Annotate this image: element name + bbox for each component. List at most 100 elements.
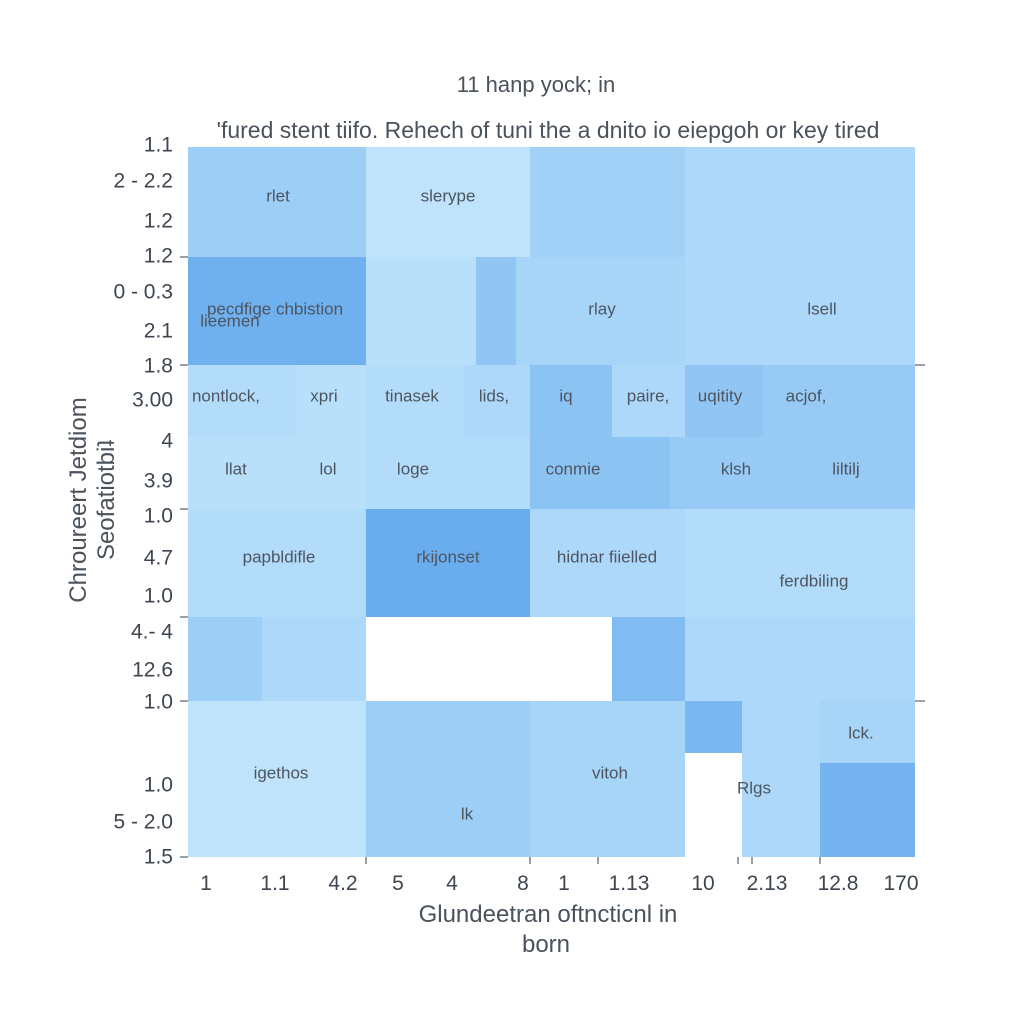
cell-label: liltilj	[832, 459, 859, 478]
x-axis-title: Glundeetran oftncticnl in	[419, 901, 678, 928]
x-tick-label: 2.13	[747, 872, 788, 895]
cell-label: papbldifle	[243, 547, 316, 566]
y-tick-label: 4.- 4	[131, 621, 173, 644]
cell-label: paire,	[627, 386, 670, 405]
heatmap-cell	[670, 437, 770, 509]
cell-label: lsell	[807, 299, 836, 318]
heatmap-cells	[188, 147, 915, 857]
heatmap-cell	[516, 257, 685, 365]
heatmap-cell	[464, 365, 530, 437]
cell-label: rlet	[266, 186, 290, 205]
cell-label: slerype	[421, 186, 476, 205]
x-tick-label: 1.1	[260, 872, 289, 895]
heatmap-cell	[188, 437, 280, 509]
heatmap-cell	[188, 365, 296, 437]
heatmap-cell	[280, 437, 366, 509]
cell-label: ferdbiling	[780, 571, 849, 590]
x-tick-label: 8	[517, 872, 529, 895]
heatmap-cell	[188, 257, 366, 365]
y-tick-label: 1.0	[144, 691, 173, 714]
heatmap-cell	[262, 617, 366, 701]
y-tick-label: 1.0	[144, 774, 173, 797]
y-tick-label: 2 - 2.2	[113, 170, 173, 193]
y-tick-label: 3.9	[144, 470, 173, 493]
y-tick-label: 1.2	[144, 210, 173, 233]
heatmap-cell	[820, 701, 915, 763]
cell-label: vitoh	[592, 763, 628, 782]
y-tick-label: 1.0	[144, 585, 173, 608]
heatmap-cell	[685, 617, 915, 701]
y-tick-label: 0 - 0.3	[113, 281, 173, 304]
y-tick-label: 1.5	[144, 846, 173, 869]
cell-label: lck.	[848, 723, 874, 742]
heatmap-cell	[742, 701, 820, 857]
heatmap-cell	[685, 701, 742, 753]
chart-title: 11 hanp yock; in	[457, 72, 616, 97]
heatmap-cell	[763, 365, 915, 437]
heatmap-cell	[612, 617, 685, 701]
heatmap-cell	[366, 147, 530, 257]
heatmap-cell	[188, 147, 366, 257]
x-tick-labels: 1 1.1 4.2 5 4 8 1 1.13 10 2.13 12.8 170	[200, 872, 918, 895]
x-tick-label: 4.2	[328, 872, 357, 895]
heatmap-cell	[685, 365, 763, 437]
x-tick-label: 12.8	[818, 872, 859, 895]
y-tick-label: 2.1	[144, 320, 173, 343]
cell-label: nontlock,	[192, 386, 260, 405]
cell-label: hidnar fiielled	[557, 547, 657, 566]
heatmap-cell	[366, 701, 530, 857]
cell-label: uqitity	[698, 386, 743, 405]
cell-label: xpri	[310, 386, 337, 405]
cell-label: lieemen	[200, 311, 260, 330]
y-axis-title: Chroureert Jetdiom	[65, 397, 92, 602]
x-axis-title-line2: born	[522, 931, 570, 958]
y-tick-label: 12.6	[132, 659, 173, 682]
cell-label: conmie	[546, 459, 601, 478]
heatmap-cell	[820, 763, 915, 857]
heatmap-cell	[685, 257, 915, 365]
x-tick-label: 1.13	[609, 872, 650, 895]
cell-label: Rlgs	[737, 778, 771, 797]
heatmap-cell	[770, 437, 915, 509]
heatmap-cell	[476, 257, 516, 365]
cell-label: lol	[319, 459, 336, 478]
heatmap-cell	[188, 617, 262, 701]
y-tick-label: 4	[161, 430, 173, 453]
cell-label: iq	[559, 386, 572, 405]
axis-tick-marks	[180, 256, 925, 864]
y-tick-label: 1.1	[144, 134, 173, 157]
y-tick-label: 5 - 2.0	[113, 811, 173, 834]
y-tick-label: 1.8	[144, 355, 173, 378]
y-tick-labels: 1.1 2 - 2.2 1.2 1.2 0 - 0.3 2.1 1.8 3.00 4 3.9 1.0…	[113, 134, 173, 869]
y-tick-label: 1.2	[144, 245, 173, 268]
heatmap-cell	[366, 509, 530, 617]
y-tick-label: 1.0	[144, 505, 173, 528]
heatmap-cell	[188, 701, 366, 857]
y-tick-label: 4.7	[144, 547, 173, 570]
heatmap-cell	[530, 437, 670, 509]
cell-label: klsh	[721, 459, 751, 478]
heatmap-cell	[685, 147, 915, 257]
heatmap-cell	[612, 365, 685, 437]
cell-label: lids,	[479, 386, 509, 405]
heatmap-cell	[530, 701, 685, 857]
cell-label: tinasek	[385, 386, 439, 405]
cell-label: igethos	[254, 763, 309, 782]
x-tick-label: 4	[446, 872, 458, 895]
heatmap-cell	[530, 365, 612, 437]
heatmap-cell	[296, 365, 366, 437]
heatmap-cell	[366, 257, 476, 365]
cell-label: pecdfige chbistion	[207, 299, 343, 318]
chart-subtitle: 'fured stent tiifo. Rehech of tuni the a…	[217, 117, 880, 143]
heatmap-cell	[530, 147, 685, 257]
cell-label: rkijonset	[416, 547, 480, 566]
heatmap-cell	[685, 509, 915, 617]
y-tick-label: 3.00	[132, 389, 173, 412]
heatmap-cell	[530, 509, 685, 617]
x-tick-label: 1	[558, 872, 570, 895]
x-tick-label: 5	[392, 872, 404, 895]
heatmap-cell	[188, 509, 366, 617]
cell-label: loge	[397, 459, 429, 478]
